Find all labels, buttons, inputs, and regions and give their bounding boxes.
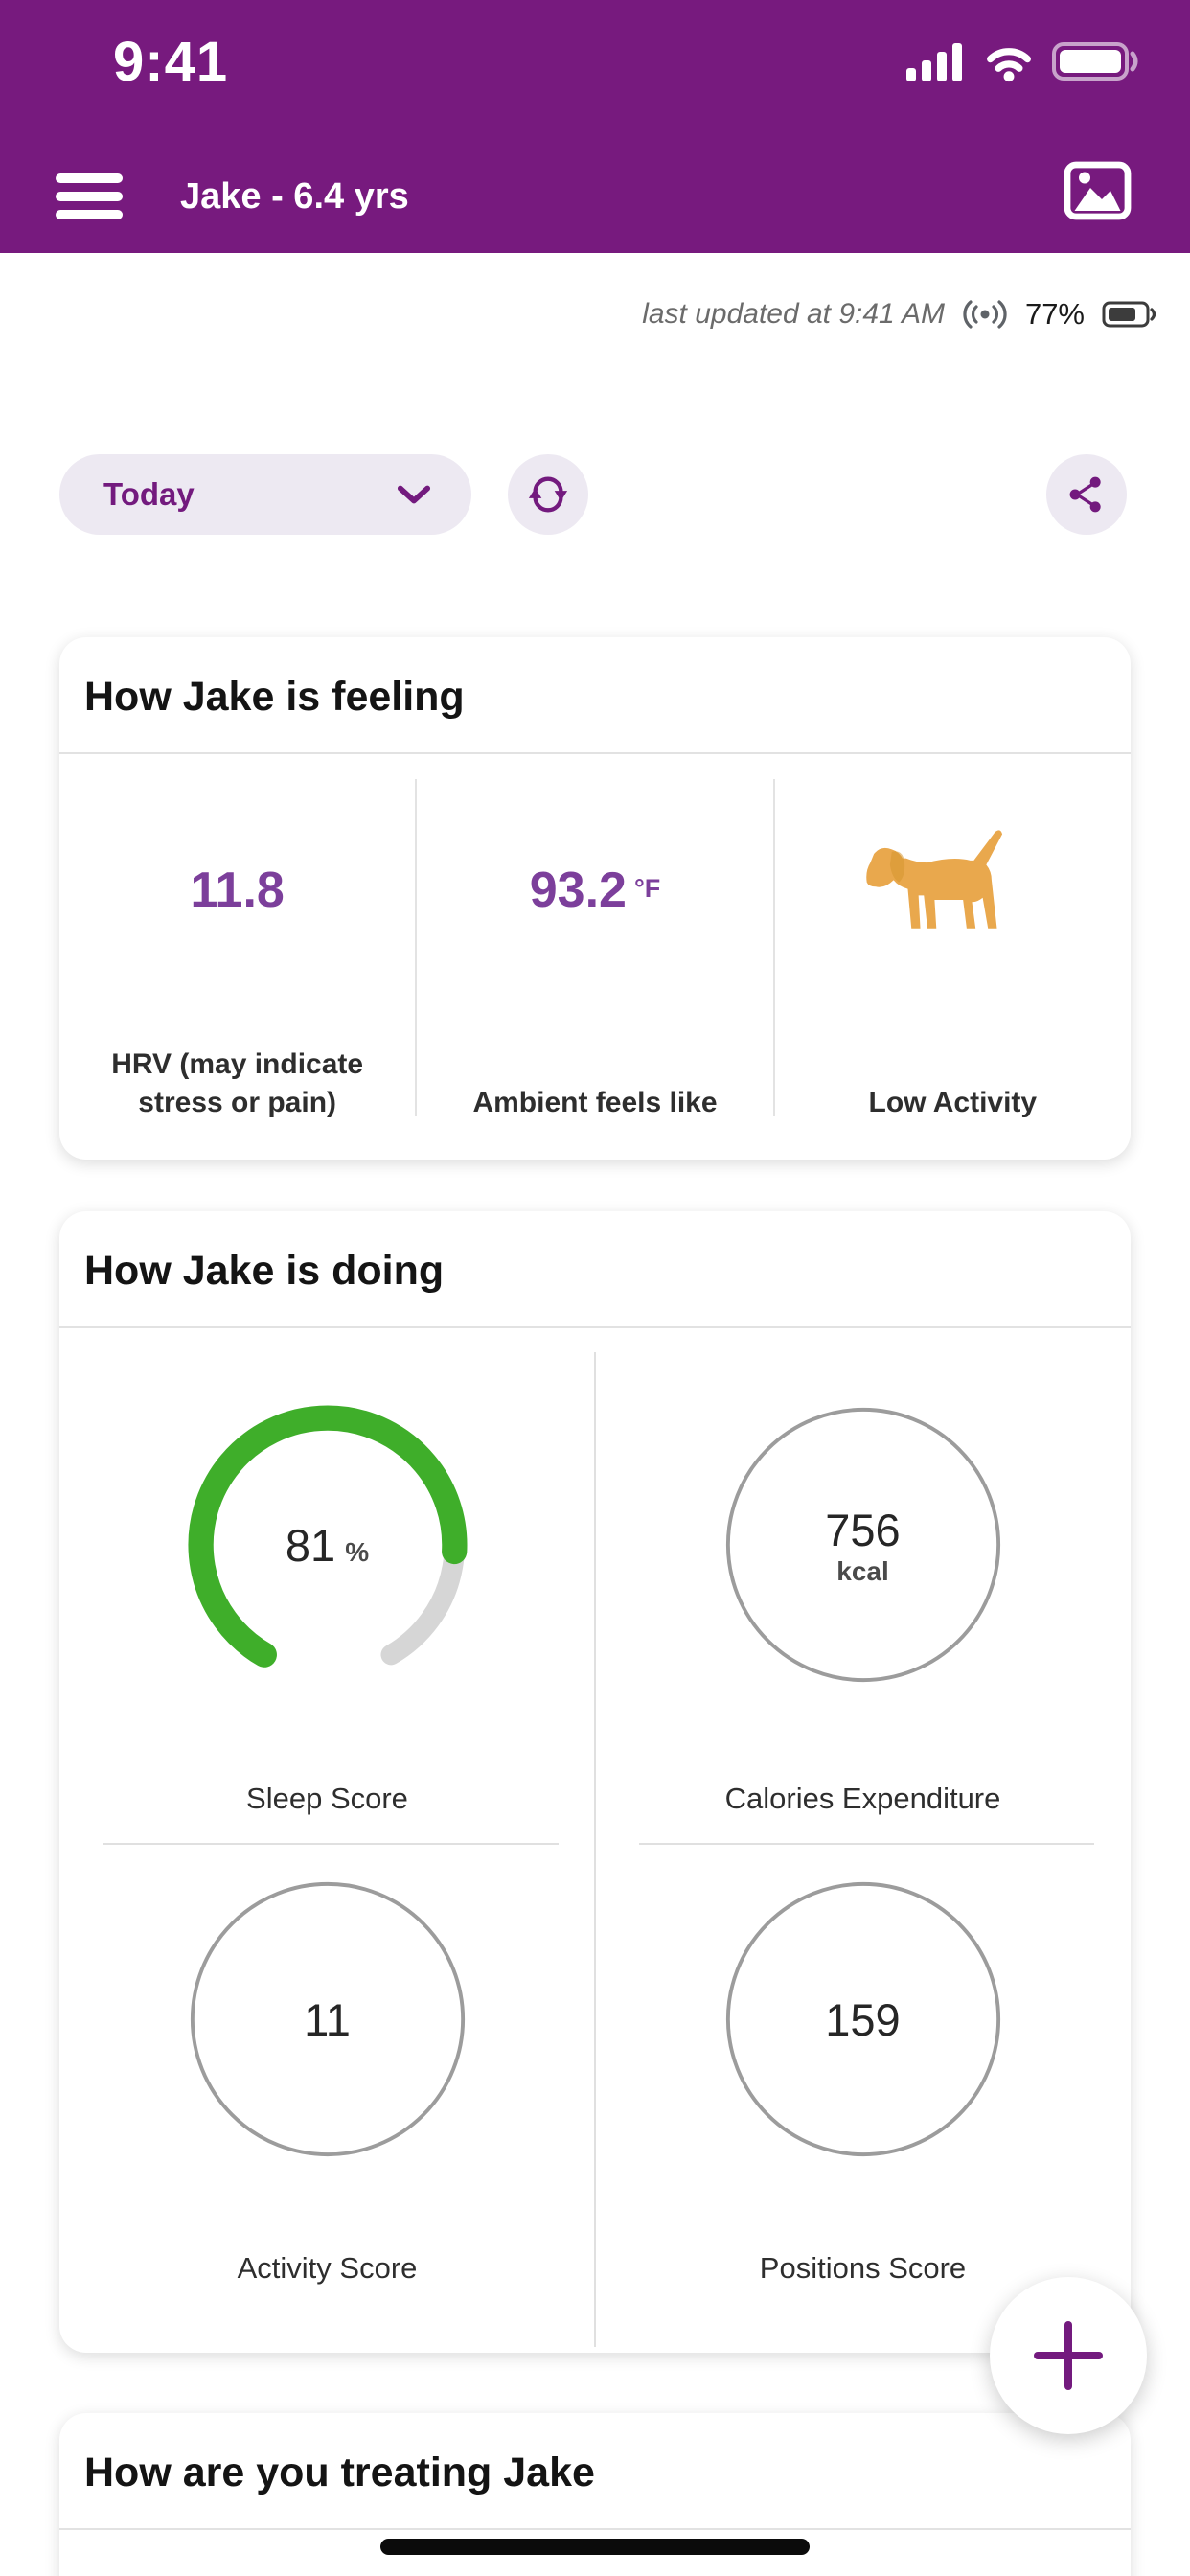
- divider: [59, 1326, 1131, 1328]
- status-time: 9:41: [113, 30, 229, 93]
- last-updated-label: last updated at 9:41 AM: [642, 298, 945, 330]
- device-battery-percent: 77%: [1024, 297, 1085, 331]
- meta-row: last updated at 9:41 AM 77%: [642, 288, 1157, 341]
- controls-row: Today: [59, 454, 1131, 535]
- calories-circle: [725, 1407, 1000, 1683]
- feeling-metrics: 11.8 HRV (may indicate stress or pain) 9…: [59, 754, 1131, 1155]
- vertical-divider: [415, 779, 418, 1116]
- positions-score-value-group: 159: [723, 1879, 1003, 2159]
- sleep-gauge: [188, 1405, 467, 1668]
- calories-label: Calories Expenditure: [724, 1782, 1001, 1815]
- activity-score-value-group: 11: [188, 1879, 468, 2159]
- sleep-score-value: 81: [285, 1519, 336, 1571]
- hrv-metric: 11.8 HRV (may indicate stress or pain): [59, 754, 415, 1155]
- doing-metrics: 81 % Sleep Score 756 kcal: [59, 1333, 1131, 2347]
- vertical-divider: [772, 779, 775, 1116]
- battery-icon: [1052, 42, 1138, 80]
- share-button[interactable]: [1046, 454, 1127, 535]
- calories-unit: kcal: [836, 1555, 889, 1586]
- calories-cell: 756 kcal Calories Expenditure: [595, 1333, 1131, 1845]
- sleep-score-unit: %: [345, 1536, 370, 1567]
- ambient-unit: °F: [633, 874, 661, 903]
- wifi-icon: [987, 48, 1031, 82]
- vertical-divider: [594, 1352, 596, 2347]
- refresh-icon: [528, 476, 568, 513]
- activity-score-cell: 11 Activity Score: [59, 1845, 595, 2347]
- menu-icon[interactable]: [56, 167, 126, 226]
- sensor-signal-icon: [963, 300, 1007, 329]
- feeling-card-title: How Jake is feeling: [84, 674, 465, 720]
- activity-score-value: 11: [304, 1993, 351, 2045]
- period-label: Today: [103, 476, 195, 512]
- sleep-score-value-group: 81 %: [188, 1405, 468, 1685]
- chevron-down-icon: [397, 485, 431, 504]
- refresh-button[interactable]: [508, 454, 588, 535]
- photo-report-button[interactable]: [1062, 153, 1136, 225]
- calories-value-group: 756 kcal: [723, 1405, 1003, 1685]
- sleep-gauge-arc: [188, 1405, 467, 1668]
- status-icons: [906, 40, 1140, 82]
- activity-level-metric: Low Activity: [775, 754, 1131, 1155]
- ambient-metric: 93.2 °F Ambient feels like: [417, 754, 772, 1155]
- ambient-label: Ambient feels like: [472, 1087, 718, 1118]
- doing-card-title: How Jake is doing: [84, 1248, 445, 1294]
- hrv-value: 11.8: [190, 862, 285, 918]
- plus-icon: [1034, 2321, 1103, 2390]
- activity-score-label: Activity Score: [237, 2251, 418, 2285]
- positions-score-label: Positions Score: [759, 2251, 967, 2285]
- calories-value: 756: [825, 1504, 901, 1555]
- share-icon: [1069, 476, 1101, 513]
- nav-bar: Jake - 6.4 yrs: [0, 144, 1190, 249]
- divider: [59, 752, 1131, 754]
- home-indicator[interactable]: [380, 2539, 810, 2555]
- treating-card: How are you treating Jake: [59, 2413, 1131, 2576]
- ambient-value: 93.2 °F: [529, 862, 661, 918]
- sleep-score-cell: 81 % Sleep Score: [59, 1333, 595, 1845]
- photo-report-icon: [1064, 161, 1132, 220]
- hrv-label: HRV (may indicate stress or pain): [111, 1048, 364, 1118]
- feeling-card: How Jake is feeling 11.8 HRV (may indica…: [59, 637, 1131, 1160]
- positions-score-cell: 159 Positions Score: [595, 1845, 1131, 2347]
- activity-circle: [190, 1881, 465, 2157]
- status-bar: 9:41: [0, 27, 1190, 96]
- activity-level-label: Low Activity: [868, 1087, 1038, 1118]
- device-battery-icon: [1102, 301, 1156, 328]
- positions-circle: [725, 1881, 1000, 2157]
- treating-card-title: How are you treating Jake: [84, 2450, 595, 2496]
- doing-card: How Jake is doing 81 % Slee: [59, 1211, 1131, 2353]
- add-button[interactable]: [990, 2277, 1147, 2434]
- page-title: Jake - 6.4 yrs: [180, 175, 409, 217]
- divider: [59, 2528, 1131, 2530]
- dog-icon: [866, 830, 1003, 929]
- app-header: 9:41: [0, 0, 1190, 253]
- period-dropdown[interactable]: Today: [59, 454, 471, 535]
- signal-strength-icon: [906, 43, 962, 81]
- sleep-score-label: Sleep Score: [246, 1782, 408, 1815]
- positions-score-value: 159: [825, 1993, 901, 2045]
